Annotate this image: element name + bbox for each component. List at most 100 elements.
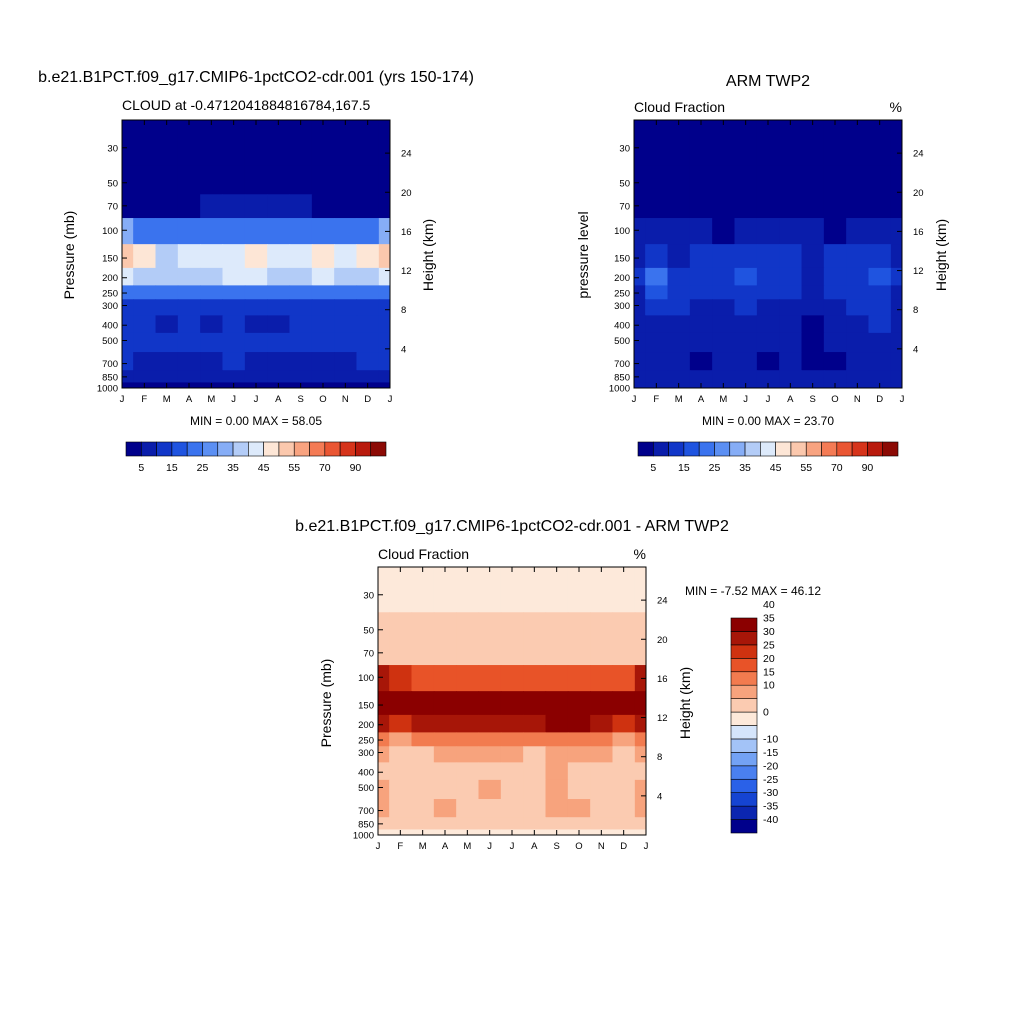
heatmap-cell [356, 285, 380, 300]
colorbar-box [714, 441, 731, 457]
heatmap-cell [289, 315, 313, 334]
heatmap-cell [634, 665, 646, 692]
heatmap-cell [567, 732, 591, 747]
heatmap-cell [846, 120, 870, 166]
heatmap-cell [133, 315, 157, 334]
heatmap-cell [590, 612, 614, 642]
heatmap-cell [389, 567, 413, 613]
colorbar-box [156, 441, 173, 457]
colorbar-label: 70 [319, 462, 331, 474]
heatmap-cell [334, 165, 358, 195]
heatmap-cell [868, 370, 892, 384]
heatmap-cell [734, 267, 758, 286]
heatmap-cell [378, 732, 390, 747]
heatmap-cell [411, 762, 435, 781]
heatmap-cell [545, 746, 569, 763]
heatmap-cell [823, 315, 847, 334]
y-tick-label: 850 [102, 372, 118, 383]
heatmap-cell [634, 829, 646, 835]
heatmap-cell [523, 567, 547, 613]
heatmap-cell [545, 732, 569, 747]
panel-diff-left-label: Cloud Fraction [378, 546, 469, 562]
heatmap-cell [890, 332, 902, 353]
heatmap-cell [244, 370, 268, 384]
heatmap-cell [378, 665, 390, 692]
heatmap-cell [200, 332, 224, 353]
heatmap-cell [823, 165, 847, 195]
colorbar-label: -25 [763, 774, 778, 786]
colorbar-box [851, 441, 868, 457]
heatmap-cells [122, 120, 390, 388]
heatmap-cell [289, 218, 313, 245]
heatmap-cell [122, 165, 134, 195]
y-tick-label: 30 [363, 590, 374, 601]
heatmap-cell [634, 732, 646, 747]
heatmap-cell [177, 194, 201, 219]
heatmap-cell [645, 194, 669, 219]
heatmap-cell [133, 352, 157, 371]
heatmap-cell [222, 370, 246, 384]
heatmap-cell [689, 244, 713, 269]
heatmap-cell [244, 120, 268, 166]
heatmap-cell [634, 315, 646, 334]
y-tick-label: 50 [107, 178, 118, 189]
heatmap-cell [378, 829, 390, 835]
heatmap-cell [311, 267, 335, 286]
heatmap-cell [267, 120, 291, 166]
x-tick-label: J [376, 841, 381, 852]
x-tick-label: F [397, 841, 403, 852]
heatmap-cell [133, 244, 157, 269]
heatmap-cell [567, 817, 591, 831]
heatmap-cell [433, 762, 457, 781]
y-tick-label: 850 [358, 819, 374, 830]
heatmap-cell [389, 746, 413, 763]
heatmap-cell [801, 194, 825, 219]
colorbar-box [790, 441, 807, 457]
heatmap-cell [378, 332, 390, 353]
x-tick-label: J [231, 394, 236, 405]
heatmap-cell [689, 285, 713, 300]
heatmap-cell [756, 244, 780, 269]
heatmap-cell [378, 817, 390, 831]
heatmap-cell [177, 244, 201, 269]
colorbar-box [730, 658, 758, 673]
heatmap-cell [133, 332, 157, 353]
heatmap-cell [779, 194, 803, 219]
heatmap-cell [868, 194, 892, 219]
panel-model-colorbar: 5 15 25 35 45 55 70 90 [125, 441, 387, 474]
heatmap-cell [634, 285, 646, 300]
heatmap-cell [200, 370, 224, 384]
heatmap-cell [756, 285, 780, 300]
heatmap-cell [523, 762, 547, 781]
heatmap-cell [133, 370, 157, 384]
y-tick-label: 700 [614, 359, 630, 370]
heatmap-cell [734, 244, 758, 269]
heatmap-cell [267, 165, 291, 195]
heatmap-cell [122, 244, 134, 269]
heatmap-cell [456, 714, 480, 733]
heatmap-cell [667, 315, 691, 334]
y-tick-label: 300 [102, 301, 118, 312]
heatmap-cell [756, 352, 780, 371]
heatmap-cell [567, 567, 591, 613]
heatmap-cell [779, 267, 803, 286]
heatmap-cell [155, 332, 179, 353]
heatmap-cell [155, 218, 179, 245]
heatmap-cell [378, 285, 390, 300]
heatmap-cell [712, 218, 736, 245]
colorbar-label: 40 [763, 599, 775, 611]
y-tick-label: 500 [614, 336, 630, 347]
y-tick-label: 150 [614, 254, 630, 265]
heatmap-cell [612, 665, 636, 692]
colorbar-box [202, 441, 219, 457]
heatmap-cell [523, 779, 547, 800]
heatmap-cell [590, 665, 614, 692]
heatmap-cell [645, 267, 669, 286]
heatmap-cell [122, 299, 134, 316]
heatmap-cell [334, 244, 358, 269]
heatmap-cell [456, 817, 480, 831]
heatmap-cell [356, 332, 380, 353]
heatmap-cell [378, 370, 390, 384]
